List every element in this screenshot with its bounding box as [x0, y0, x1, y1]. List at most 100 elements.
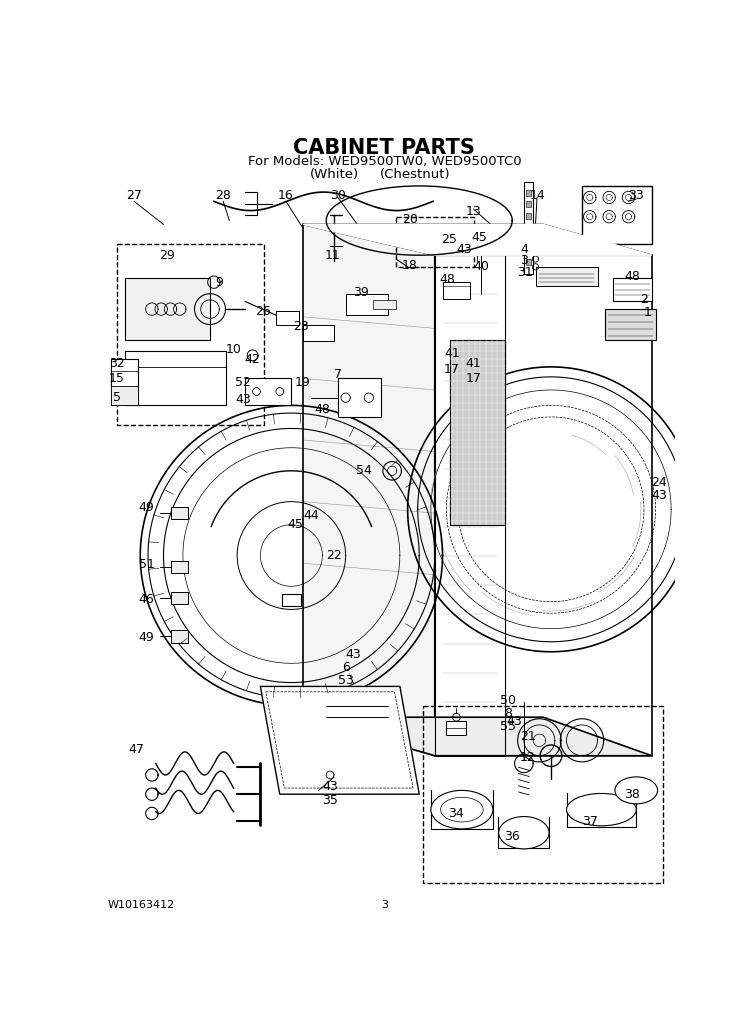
- Text: 26: 26: [255, 305, 271, 318]
- Text: 17: 17: [466, 372, 482, 385]
- Polygon shape: [303, 225, 652, 255]
- Ellipse shape: [430, 790, 493, 829]
- Ellipse shape: [566, 794, 636, 826]
- Text: 33: 33: [628, 189, 644, 202]
- Bar: [171, 560, 188, 573]
- Polygon shape: [514, 754, 533, 773]
- Text: (Chestnut): (Chestnut): [380, 168, 451, 181]
- Polygon shape: [416, 231, 438, 252]
- Text: 40: 40: [473, 260, 489, 274]
- Text: 11: 11: [325, 249, 340, 262]
- Bar: [124, 351, 226, 405]
- Text: 44: 44: [303, 509, 319, 522]
- Polygon shape: [164, 303, 177, 315]
- Text: 45: 45: [287, 518, 303, 531]
- Polygon shape: [452, 714, 460, 721]
- Bar: [524, 182, 533, 275]
- Bar: [526, 201, 531, 207]
- Text: 14: 14: [530, 189, 545, 202]
- Text: 49: 49: [139, 631, 154, 644]
- Text: 13: 13: [466, 205, 482, 218]
- Bar: [536, 266, 598, 286]
- Text: 25: 25: [441, 233, 457, 247]
- Text: 31: 31: [517, 265, 532, 279]
- Polygon shape: [584, 210, 596, 223]
- Text: 24: 24: [652, 476, 668, 489]
- Polygon shape: [208, 276, 220, 288]
- Bar: [446, 721, 466, 735]
- Text: 10: 10: [225, 343, 242, 356]
- Polygon shape: [622, 210, 634, 223]
- Text: 35: 35: [322, 794, 338, 807]
- Text: 53: 53: [338, 673, 353, 687]
- Polygon shape: [408, 367, 694, 652]
- Text: For Models: WED9500TW0, WED9500TC0: For Models: WED9500TW0, WED9500TC0: [248, 155, 521, 168]
- Bar: [244, 378, 291, 405]
- Text: 3: 3: [381, 899, 388, 910]
- Polygon shape: [603, 192, 615, 204]
- Polygon shape: [303, 225, 435, 755]
- Ellipse shape: [615, 777, 658, 804]
- Text: 43: 43: [652, 489, 668, 502]
- Text: 1: 1: [644, 307, 652, 319]
- Bar: [613, 279, 652, 301]
- Text: 16: 16: [278, 189, 294, 202]
- Bar: [124, 279, 210, 340]
- Text: 5: 5: [113, 392, 121, 404]
- Text: W10163412: W10163412: [108, 899, 175, 910]
- Polygon shape: [518, 719, 561, 761]
- Text: 48: 48: [314, 403, 330, 415]
- Polygon shape: [603, 210, 615, 223]
- Bar: [442, 282, 470, 299]
- Bar: [171, 507, 188, 519]
- Polygon shape: [303, 717, 652, 755]
- Bar: [171, 630, 188, 642]
- Text: 7: 7: [334, 368, 342, 381]
- Polygon shape: [146, 769, 158, 781]
- Text: 55: 55: [500, 720, 516, 732]
- Text: 43: 43: [322, 780, 338, 793]
- Text: 4: 4: [520, 243, 528, 256]
- Polygon shape: [584, 192, 596, 204]
- Text: 21: 21: [520, 730, 536, 743]
- Text: 46: 46: [139, 593, 154, 606]
- Text: (White): (White): [310, 168, 358, 181]
- Text: 2: 2: [640, 292, 648, 306]
- Bar: [111, 386, 138, 405]
- Bar: [171, 592, 188, 604]
- Text: 49: 49: [139, 501, 154, 514]
- Text: 41: 41: [466, 356, 482, 370]
- Text: 8: 8: [504, 707, 512, 720]
- Polygon shape: [474, 244, 481, 251]
- Text: 50: 50: [500, 694, 516, 707]
- Polygon shape: [140, 405, 442, 706]
- Polygon shape: [463, 235, 469, 241]
- Bar: [526, 259, 531, 265]
- Text: 43: 43: [346, 648, 362, 661]
- Text: 17: 17: [444, 363, 460, 376]
- Bar: [526, 225, 531, 231]
- Text: 29: 29: [160, 249, 176, 262]
- Polygon shape: [248, 350, 258, 361]
- Bar: [338, 378, 380, 416]
- Bar: [526, 248, 531, 254]
- Polygon shape: [382, 462, 401, 480]
- Text: 28: 28: [215, 189, 231, 202]
- Text: 54: 54: [356, 464, 371, 478]
- Text: 36: 36: [504, 830, 520, 843]
- Bar: [111, 359, 138, 405]
- Text: 39: 39: [353, 286, 369, 298]
- Bar: [396, 217, 473, 266]
- Text: 34: 34: [448, 807, 464, 819]
- Bar: [605, 309, 656, 340]
- Bar: [117, 243, 264, 425]
- Text: 48: 48: [440, 274, 455, 286]
- Ellipse shape: [499, 816, 549, 848]
- Text: 51: 51: [139, 558, 154, 571]
- Text: 30: 30: [330, 189, 346, 202]
- Polygon shape: [532, 249, 538, 255]
- Text: 32: 32: [110, 356, 125, 370]
- Text: 23: 23: [293, 319, 309, 333]
- Text: 15: 15: [109, 372, 125, 385]
- Text: 38: 38: [625, 787, 640, 801]
